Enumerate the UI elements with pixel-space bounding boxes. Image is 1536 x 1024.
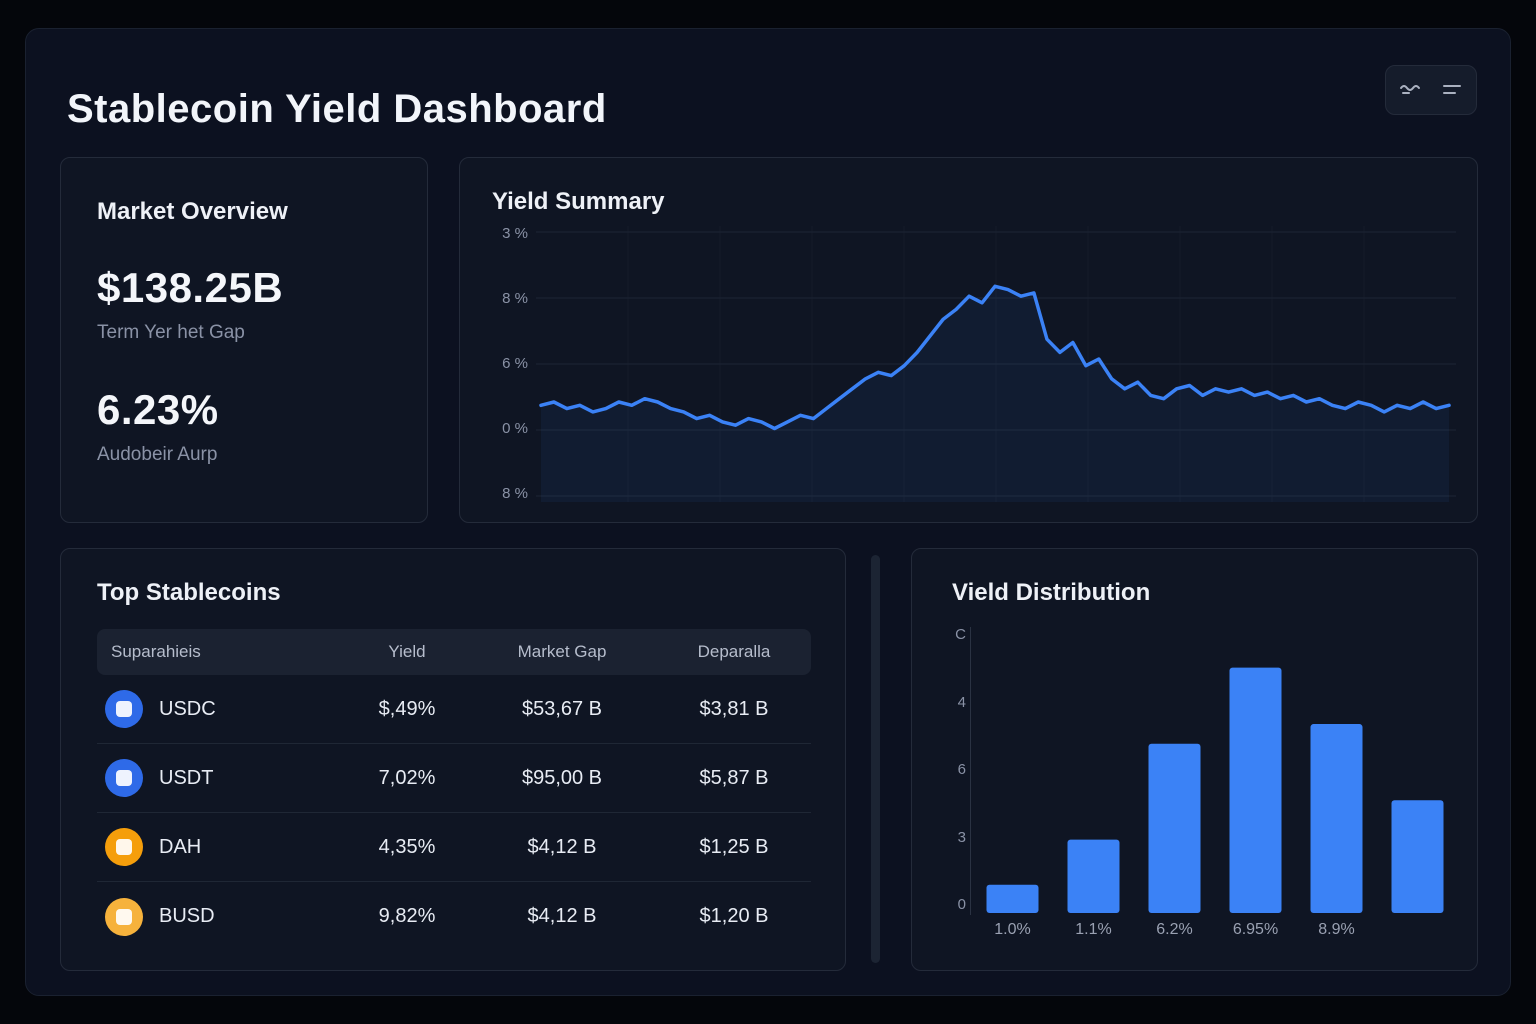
coin-col4: $1,25 B bbox=[699, 835, 769, 858]
coin-yield: $,49% bbox=[378, 697, 436, 720]
x-tick-label: 8.9% bbox=[1318, 921, 1355, 938]
table-body: USDC $,49% $53,67 B $3,81 B USDT 7,02% $95,00 … bbox=[97, 675, 811, 951]
table-row[interactable]: USDT 7,02% $95,00 B $5,87 B bbox=[97, 744, 811, 813]
coin-col4: $3,81 B bbox=[699, 697, 769, 720]
x-tick-label: 1.1% bbox=[1075, 921, 1112, 938]
market-cap-label: Term Yer het Gap bbox=[97, 322, 245, 343]
table-row[interactable]: USDC $,49% $53,67 B $3,81 B bbox=[97, 675, 811, 744]
coin-name: USDC bbox=[159, 697, 216, 720]
apy-value: 6.23% bbox=[97, 386, 219, 433]
yield-distribution-card: Vield Distribution C 4 6 3 0 1.0% 1.1% 6.2% 6.9… bbox=[911, 548, 1478, 971]
page-title: Stablecoin Yield Dashboard bbox=[67, 87, 607, 131]
coin-market-cap: $4,12 B bbox=[527, 905, 597, 927]
y-tick-label: 0 bbox=[957, 896, 966, 913]
column-header: Deparalla bbox=[697, 642, 771, 661]
table-row[interactable]: BUSD 9,82% $4,12 B $1,20 B bbox=[97, 882, 811, 951]
table-header-row: Suparahieis Yield Market Gap Deparalla bbox=[97, 629, 811, 675]
coin-col4: $1,20 B bbox=[699, 905, 769, 927]
market-cap-value: $138.25B bbox=[97, 264, 284, 311]
header-actions bbox=[1385, 65, 1477, 115]
menu-icon bbox=[1443, 85, 1461, 94]
y-tick-label: 4 bbox=[957, 693, 966, 711]
yield-distribution-title: Vield Distribution bbox=[952, 579, 1151, 606]
market-overview-card: Market Overview $138.25B Term Yer het Ga… bbox=[60, 157, 428, 523]
table-row[interactable]: DAH 4,35% $4,12 B $1,25 B bbox=[97, 813, 811, 882]
column-header: Yield bbox=[388, 642, 426, 661]
line-chart-y-axis: 3 % 8 % 6 % 0 % 8 % bbox=[484, 225, 528, 502]
y-tick-label: 8 % bbox=[502, 485, 528, 502]
top-stablecoins-title: Top Stablecoins bbox=[97, 579, 281, 606]
coin-name: DAH bbox=[159, 835, 202, 858]
y-tick-label: 3 % bbox=[502, 225, 528, 242]
top-stablecoins-card: Top Stablecoins Suparahieis Yield Market G… bbox=[60, 548, 846, 971]
coin-market-cap: $53,67 B bbox=[521, 697, 603, 720]
coin-col4: $5,87 B bbox=[699, 766, 769, 789]
coin-market-cap: $4,12 B bbox=[527, 835, 597, 858]
column-header: Suparahieis bbox=[111, 642, 201, 661]
x-tick-label: 1.0% bbox=[994, 921, 1031, 938]
coin-yield: 9,82% bbox=[378, 905, 436, 927]
bar-chart-x-axis: 1.0% 1.1% 6.2% 6.95% 8.9% bbox=[972, 921, 1458, 939]
bar-chart-y-axis: C 4 6 3 0 bbox=[930, 626, 966, 913]
yield-summary-title: Yield Summary bbox=[492, 188, 665, 215]
y-tick-label: 3 bbox=[957, 828, 966, 846]
y-tick-label: 0 % bbox=[502, 420, 528, 437]
coin-name: BUSD bbox=[159, 905, 215, 927]
y-tick-label: C bbox=[955, 626, 966, 643]
yield-distribution-bar-chart bbox=[986, 667, 1444, 913]
usdc-icon bbox=[105, 690, 143, 728]
menu-icon-button[interactable] bbox=[1436, 74, 1468, 106]
coin-market-cap: $95,00 B bbox=[521, 766, 603, 789]
x-tick-label: 6.95% bbox=[1232, 921, 1279, 938]
yield-summary-line-chart bbox=[536, 226, 1456, 502]
coin-yield: 7,02% bbox=[378, 766, 436, 789]
y-tick-label: 8 % bbox=[502, 290, 528, 307]
stablecoins-table: Suparahieis Yield Market Gap Deparalla USDC… bbox=[97, 629, 811, 951]
dai-icon bbox=[105, 828, 143, 866]
market-overview-title: Market Overview bbox=[97, 198, 288, 225]
trend-icon bbox=[1400, 85, 1420, 94]
x-tick-label bbox=[1377, 921, 1458, 939]
busd-icon bbox=[105, 897, 143, 936]
apy-label: Audobeir Aurp bbox=[97, 444, 218, 465]
x-tick-label: 6.2% bbox=[1156, 921, 1193, 938]
trend-icon-button[interactable] bbox=[1394, 74, 1426, 106]
column-header: Market Gap bbox=[517, 642, 607, 661]
y-tick-label: 6 bbox=[957, 761, 966, 778]
dashboard-panel: Stablecoin Yield Dashboard Market Overvi… bbox=[25, 28, 1511, 996]
vertical-divider[interactable] bbox=[871, 555, 880, 963]
coin-yield: 4,35% bbox=[378, 835, 436, 858]
bar-chart-axis-line bbox=[970, 627, 971, 915]
coin-name: USDT bbox=[159, 766, 214, 789]
usdt-icon bbox=[105, 759, 143, 797]
yield-summary-card: Yield Summary 3 % 8 % 6 % 0 % 8 % bbox=[459, 157, 1478, 523]
y-tick-label: 6 % bbox=[502, 355, 528, 372]
